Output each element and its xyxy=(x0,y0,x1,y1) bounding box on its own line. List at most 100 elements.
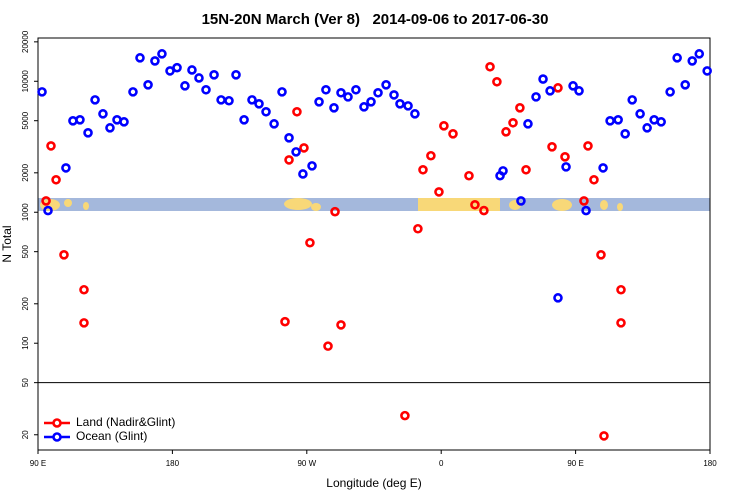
point xyxy=(596,250,606,260)
point xyxy=(498,166,508,176)
legend-marker xyxy=(52,432,62,442)
point xyxy=(291,147,301,157)
point xyxy=(351,84,361,95)
series xyxy=(37,49,712,303)
point xyxy=(51,174,61,185)
point xyxy=(538,74,548,84)
legend-label: Land (Nadir&Glint) xyxy=(76,415,175,429)
x-tick-label: 90 E xyxy=(567,459,583,468)
point xyxy=(531,92,541,102)
point xyxy=(400,410,410,421)
map-land xyxy=(284,198,312,210)
y-tick-label: 5000 xyxy=(21,111,30,129)
map-land xyxy=(64,199,72,207)
point xyxy=(470,199,480,210)
point xyxy=(516,196,526,206)
point xyxy=(292,106,302,117)
point xyxy=(187,65,197,75)
map-land xyxy=(418,198,500,211)
point xyxy=(627,95,637,105)
legend-marker xyxy=(52,418,62,428)
point xyxy=(434,187,444,197)
point xyxy=(426,150,436,161)
point xyxy=(201,84,211,95)
legend-label: Ocean (Glint) xyxy=(76,429,147,443)
point xyxy=(620,129,630,139)
y-axis-label: N Total xyxy=(0,225,14,262)
point xyxy=(284,155,294,165)
point xyxy=(330,206,340,217)
point xyxy=(515,103,525,113)
point xyxy=(41,196,51,206)
point xyxy=(366,97,376,107)
point xyxy=(616,318,626,328)
point xyxy=(172,62,182,73)
point xyxy=(37,87,47,97)
point xyxy=(395,98,405,109)
map-land xyxy=(552,199,572,211)
point xyxy=(83,128,93,138)
y-tick-label: 200 xyxy=(21,297,30,311)
x-tick-label: 90 E xyxy=(30,459,46,468)
point xyxy=(672,53,682,63)
point xyxy=(381,79,391,90)
point xyxy=(568,81,578,91)
map-land xyxy=(83,202,89,210)
point xyxy=(336,87,346,98)
point xyxy=(665,87,675,97)
y-tick-label: 100 xyxy=(21,336,30,350)
point xyxy=(694,49,705,59)
series xyxy=(41,61,626,441)
point xyxy=(98,109,108,119)
point xyxy=(635,109,645,119)
y-tick-label: 20 xyxy=(21,430,30,439)
point xyxy=(598,163,608,173)
chart-title: 15N-20N March (Ver 8) 2014-09-06 to 2017… xyxy=(202,11,549,28)
point xyxy=(642,123,652,133)
point xyxy=(389,90,399,100)
point xyxy=(119,117,129,127)
point xyxy=(616,284,626,295)
point xyxy=(418,164,428,175)
y-tick-label: 2000 xyxy=(21,163,30,181)
point xyxy=(579,196,589,206)
y-tick-label: 500 xyxy=(21,244,30,258)
point xyxy=(305,237,315,248)
point xyxy=(589,174,599,185)
point xyxy=(323,341,333,351)
point xyxy=(128,87,138,97)
point xyxy=(280,316,290,327)
point xyxy=(336,320,346,330)
x-tick-label: 180 xyxy=(703,459,717,468)
point xyxy=(545,86,555,96)
point xyxy=(79,284,89,295)
point xyxy=(464,170,474,181)
point xyxy=(239,114,249,125)
point xyxy=(157,49,167,59)
y-tick-label: 1000 xyxy=(21,203,30,221)
point xyxy=(105,123,115,133)
point xyxy=(209,70,219,80)
point xyxy=(61,163,71,173)
point xyxy=(553,83,563,93)
point xyxy=(269,119,279,129)
point xyxy=(448,129,458,139)
y-tick-label: 10000 xyxy=(21,70,30,93)
x-tick-label: 0 xyxy=(439,459,444,468)
point xyxy=(359,102,369,112)
point xyxy=(560,152,570,162)
point xyxy=(553,293,563,303)
point xyxy=(180,81,190,91)
map-land xyxy=(311,203,321,211)
point xyxy=(299,143,309,153)
point xyxy=(523,119,533,129)
point xyxy=(46,141,56,151)
map-ocean xyxy=(38,198,710,211)
point xyxy=(508,117,518,128)
x-tick-label: 180 xyxy=(166,459,180,468)
point xyxy=(403,101,413,111)
y-tick-label: 20000 xyxy=(21,30,30,53)
point xyxy=(547,142,557,152)
point xyxy=(581,205,591,216)
